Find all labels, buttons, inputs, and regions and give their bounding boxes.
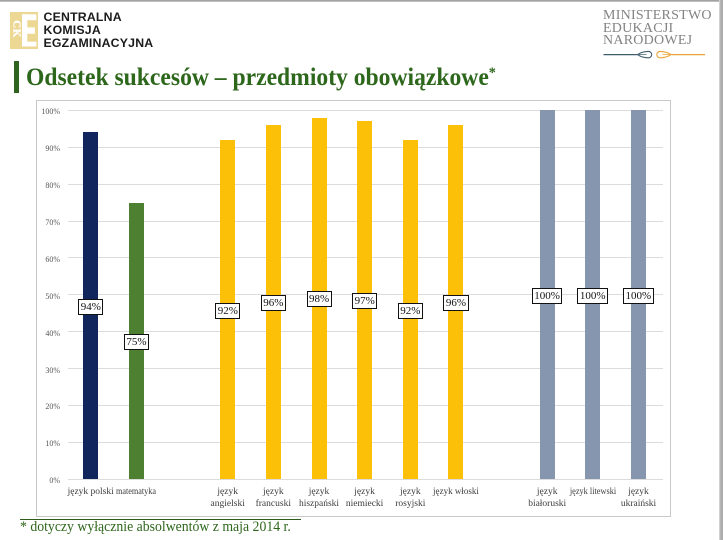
svg-text:CK: CK: [10, 20, 22, 38]
